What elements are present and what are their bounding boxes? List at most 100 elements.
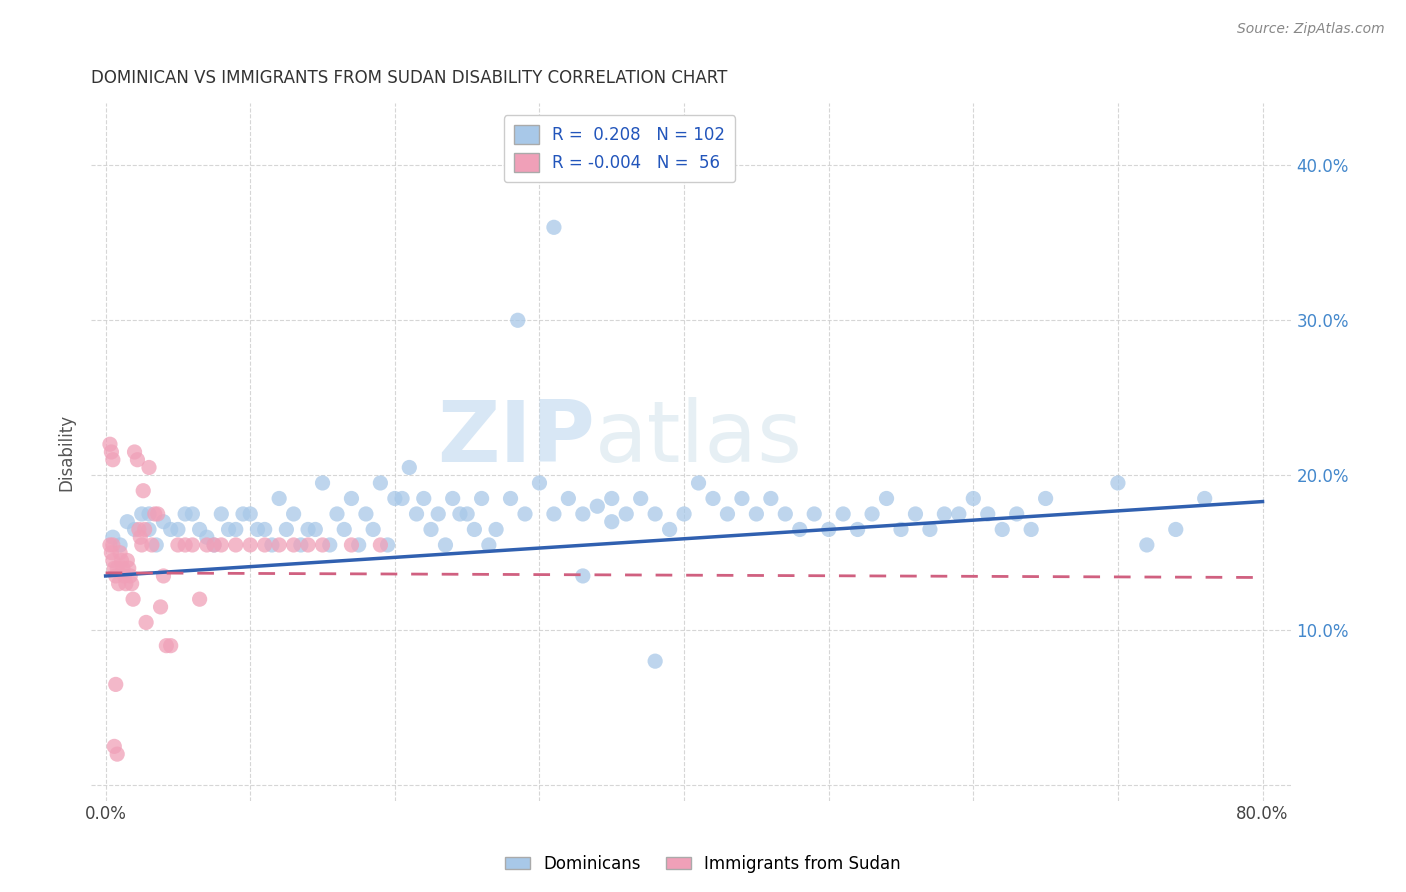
Point <box>101 530 124 544</box>
Point <box>108 546 131 560</box>
Point <box>117 553 139 567</box>
Point <box>111 561 134 575</box>
Point <box>100 546 122 560</box>
Point <box>122 592 145 607</box>
Point <box>209 538 232 552</box>
Point <box>688 475 710 490</box>
Text: ZIP: ZIP <box>437 397 595 480</box>
Point <box>340 538 363 552</box>
Point <box>174 538 197 552</box>
Point <box>456 507 478 521</box>
Point <box>138 507 160 521</box>
Point <box>120 569 142 583</box>
Point <box>232 507 254 521</box>
Point <box>253 538 276 552</box>
Y-axis label: Disability: Disability <box>58 413 75 491</box>
Point <box>283 538 305 552</box>
Point <box>311 475 333 490</box>
Point <box>789 523 811 537</box>
Legend: Dominicans, Immigrants from Sudan: Dominicans, Immigrants from Sudan <box>499 848 907 880</box>
Text: DOMINICAN VS IMMIGRANTS FROM SUDAN DISABILITY CORRELATION CHART: DOMINICAN VS IMMIGRANTS FROM SUDAN DISAB… <box>91 69 727 87</box>
Point <box>1019 523 1042 537</box>
Point <box>370 538 392 552</box>
Point <box>105 747 128 761</box>
Point <box>572 507 595 521</box>
Point <box>775 507 797 521</box>
Text: atlas: atlas <box>595 397 803 480</box>
Point <box>124 523 146 537</box>
Point <box>283 507 305 521</box>
Point <box>449 507 471 521</box>
Point <box>572 569 595 583</box>
Point <box>195 530 218 544</box>
Point <box>98 538 121 552</box>
Point <box>159 523 181 537</box>
Point <box>384 491 406 506</box>
Point <box>202 538 225 552</box>
Point <box>115 576 138 591</box>
Point <box>149 599 172 614</box>
Point <box>644 654 666 668</box>
Point <box>269 538 291 552</box>
Point <box>644 507 666 521</box>
Point <box>108 538 131 552</box>
Point <box>253 523 276 537</box>
Point <box>118 561 141 575</box>
Point <box>319 538 342 552</box>
Point <box>557 491 579 506</box>
Point <box>100 445 122 459</box>
Point <box>188 523 211 537</box>
Point <box>513 507 536 521</box>
Point <box>104 677 127 691</box>
Point <box>405 507 427 521</box>
Point <box>181 507 204 521</box>
Point <box>948 507 970 521</box>
Point <box>134 523 156 537</box>
Point <box>347 538 370 552</box>
Point <box>340 491 363 506</box>
Point <box>276 523 298 537</box>
Point <box>745 507 768 521</box>
Point <box>181 538 204 552</box>
Point <box>478 538 501 552</box>
Point <box>817 523 839 537</box>
Point <box>860 507 883 521</box>
Point <box>152 515 174 529</box>
Point <box>131 538 153 552</box>
Point <box>1194 491 1216 506</box>
Point <box>138 460 160 475</box>
Point <box>98 437 121 451</box>
Point <box>110 553 132 567</box>
Point <box>121 576 143 591</box>
Point <box>304 523 326 537</box>
Point <box>471 491 494 506</box>
Point <box>427 507 450 521</box>
Point <box>290 538 312 552</box>
Point <box>962 491 984 506</box>
Point <box>104 569 127 583</box>
Point <box>977 507 1000 521</box>
Point <box>759 491 782 506</box>
Point <box>188 592 211 607</box>
Point <box>918 523 941 537</box>
Point <box>105 561 128 575</box>
Point <box>155 639 177 653</box>
Point <box>135 615 157 630</box>
Point <box>463 523 485 537</box>
Point <box>112 569 135 583</box>
Point <box>412 491 434 506</box>
Point <box>1107 475 1129 490</box>
Point <box>138 523 160 537</box>
Point <box>586 500 609 514</box>
Point <box>124 445 146 459</box>
Point <box>716 507 738 521</box>
Point <box>103 739 125 754</box>
Point <box>441 491 464 506</box>
Point <box>333 523 356 537</box>
Point <box>600 491 623 506</box>
Point <box>246 523 269 537</box>
Point <box>195 538 218 552</box>
Point <box>326 507 349 521</box>
Point <box>499 491 522 506</box>
Point <box>354 507 377 521</box>
